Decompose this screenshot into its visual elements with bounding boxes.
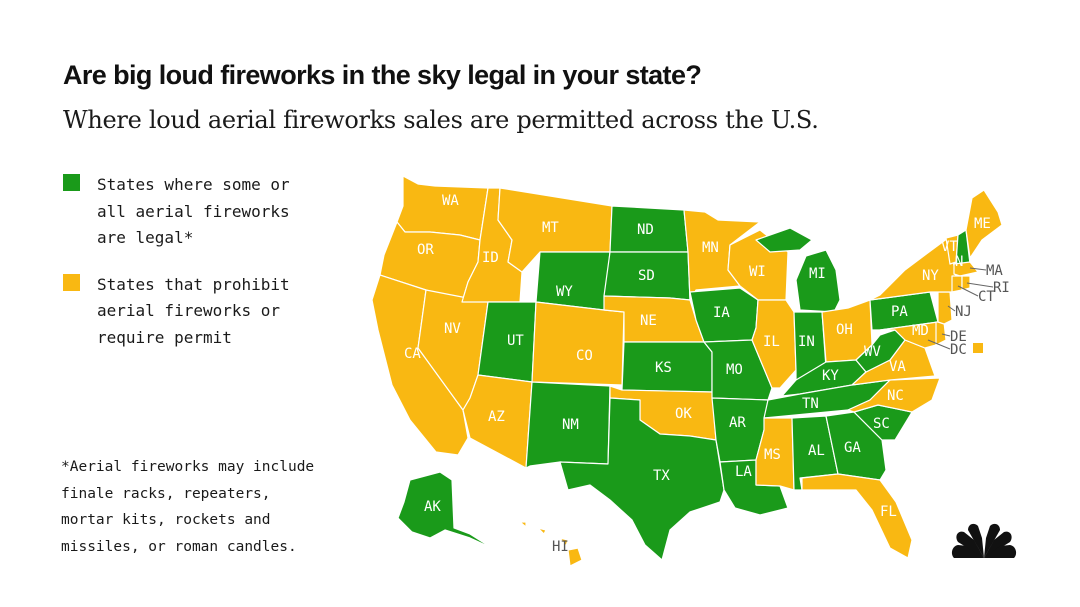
label-ny: NY <box>922 268 939 284</box>
label-wa: WA <box>442 193 459 209</box>
label-ms: MS <box>764 447 781 463</box>
label-or: OR <box>417 242 434 258</box>
state-ct <box>951 275 963 293</box>
label-ri: RI <box>993 280 1010 296</box>
label-vt: VT <box>941 239 958 255</box>
label-sd: SD <box>638 268 655 284</box>
label-nv: NV <box>444 321 461 337</box>
label-mi: MI <box>809 266 826 282</box>
label-nc: NC <box>887 388 904 404</box>
label-ne: NE <box>640 313 657 329</box>
label-az: AZ <box>488 409 505 425</box>
nbc-peacock-logo <box>951 523 1017 558</box>
label-hi: HI <box>552 539 569 555</box>
label-co: CO <box>576 348 593 364</box>
legend-swatch-prohibited <box>63 273 80 291</box>
legend-swatch-legal <box>63 174 80 191</box>
label-tn: TN <box>802 396 819 412</box>
label-mt: MT <box>542 220 559 236</box>
label-id: ID <box>482 250 499 266</box>
label-sc: SC <box>873 416 890 432</box>
label-dc: DC <box>950 342 967 358</box>
state-ak <box>397 471 493 549</box>
footnote: *Aerial fireworks may include finale rac… <box>61 459 315 555</box>
label-me: ME <box>974 216 991 232</box>
label-md: MD <box>912 323 929 339</box>
callout-line-de <box>941 333 951 337</box>
label-wy: WY <box>556 284 573 300</box>
state-me <box>965 189 1003 259</box>
legend: States where some or all aerial firework… <box>63 172 290 371</box>
label-ia: IA <box>713 305 730 321</box>
state-wy <box>535 251 611 311</box>
label-wi: WI <box>749 264 766 280</box>
legend-item-legal: States where some or all aerial firework… <box>63 172 290 252</box>
label-oh: OH <box>836 322 853 338</box>
state-de <box>935 321 947 346</box>
label-de: DE <box>950 329 967 345</box>
label-nj: NJ <box>955 304 972 320</box>
label-ma: MA <box>986 263 1003 279</box>
state-ma <box>953 261 979 277</box>
label-ok: OK <box>675 406 692 422</box>
label-ga: GA <box>844 440 861 456</box>
label-mo: MO <box>726 362 743 378</box>
state-dc <box>973 343 983 353</box>
label-pa: PA <box>891 304 908 320</box>
state-il <box>751 299 797 389</box>
callout-line-dc <box>927 339 951 350</box>
label-ky: KY <box>822 368 839 384</box>
legend-label-prohibited: States that prohibit aerial fireworks or… <box>97 274 290 347</box>
label-al: AL <box>808 443 825 459</box>
label-ks: KS <box>655 360 672 376</box>
page-subtitle: Where loud aerial fireworks sales are pe… <box>63 106 819 134</box>
label-nh: N <box>955 254 963 270</box>
state-tx <box>559 397 725 561</box>
callout-line-ri <box>966 282 994 288</box>
page-title: Are big loud fireworks in the sky legal … <box>63 60 702 90</box>
state-co <box>531 301 625 386</box>
label-ca: CA <box>404 346 421 362</box>
callout-line-nj <box>947 305 956 312</box>
label-ak: AK <box>424 499 441 515</box>
legend-item-prohibited: States that prohibit aerial fireworks or… <box>63 272 290 352</box>
label-ct: CT <box>978 289 995 305</box>
state-hi <box>519 521 583 567</box>
state-nj <box>937 291 953 325</box>
label-nm: NM <box>562 417 579 433</box>
callout-line-ct <box>957 285 979 297</box>
label-ut: UT <box>507 333 524 349</box>
callout-line-ma <box>969 267 987 271</box>
label-fl: FL <box>880 504 897 520</box>
label-il: IL <box>763 334 780 350</box>
label-in: IN <box>798 334 815 350</box>
state-nc <box>847 377 941 413</box>
state-fl <box>801 473 913 559</box>
label-nd: ND <box>637 222 654 238</box>
label-ar: AR <box>729 415 746 431</box>
label-tx: TX <box>653 468 670 484</box>
label-wv: WV <box>864 344 881 360</box>
state-ri <box>961 275 971 291</box>
legend-label-legal: States where some or all aerial firework… <box>97 175 290 247</box>
label-mn: MN <box>702 240 719 256</box>
label-la: LA <box>735 464 752 480</box>
label-va: VA <box>889 359 906 375</box>
